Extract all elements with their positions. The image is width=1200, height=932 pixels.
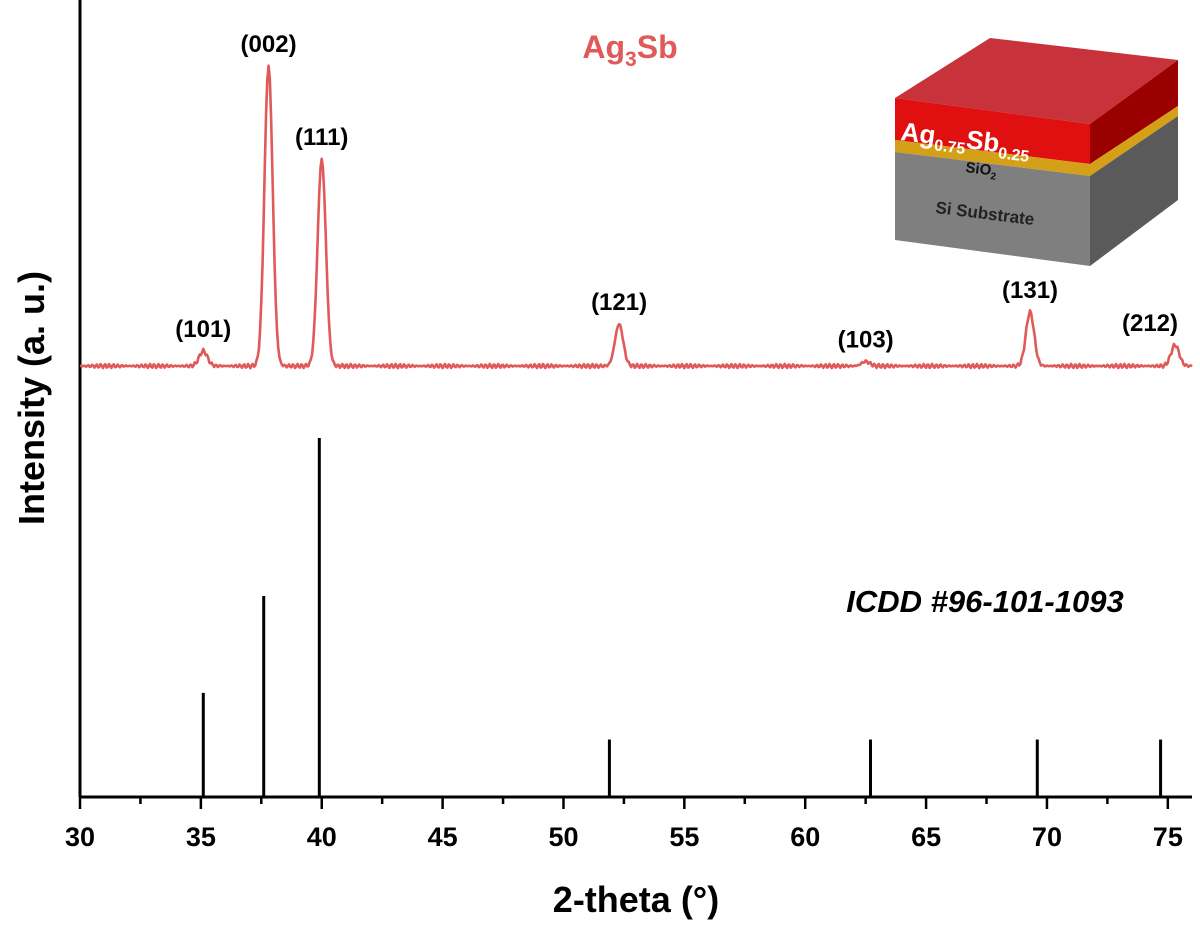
x-tick-label: 45 (428, 822, 458, 852)
oxide-label-sub: 2 (990, 171, 997, 183)
film-front-face (895, 98, 1090, 164)
peak-label: (111) (295, 124, 348, 151)
x-tick-label: 75 (1153, 822, 1183, 852)
peak-label: (002) (241, 31, 297, 58)
film-label-sub1: 0.75 (933, 137, 966, 158)
film-label-sub2: 0.25 (997, 145, 1030, 166)
peak-label: (212) (1122, 310, 1178, 337)
substrate-front-face (895, 152, 1090, 266)
x-tick-label: 50 (548, 822, 578, 852)
x-tick-labels: 30 35 40 45 50 55 60 65 70 75 (65, 822, 1183, 852)
film-side-face (1090, 60, 1178, 164)
film-label-main: Ag (899, 116, 937, 150)
oxide-side-face (1090, 106, 1178, 176)
substrate-side-face (1090, 116, 1178, 266)
y-axis-title: Intensity (a. u.) (11, 271, 52, 525)
peak-label: (101) (175, 316, 231, 343)
x-tick-label: 35 (186, 822, 216, 852)
oxide-label-main: SiO (965, 159, 993, 179)
oxide-label: SiO2 (964, 159, 998, 183)
x-tick-label: 60 (790, 822, 820, 852)
x-tick-label: 55 (669, 822, 699, 852)
reference-lines (201, 438, 1163, 797)
sample-title: Ag3Sb (582, 29, 677, 71)
x-tick-label: 30 (65, 822, 95, 852)
sample-title-main: Ag (582, 29, 625, 65)
peak-labels: (101) (002) (111) (121) (103) (131) (212) (175, 31, 1178, 354)
sample-xrd-curve (79, 64, 1193, 370)
reference-label: ICDD #96-101-1093 (846, 584, 1123, 619)
x-tick-label: 65 (911, 822, 941, 852)
x-tick-label: 70 (1032, 822, 1062, 852)
peak-label: (121) (591, 289, 647, 316)
sample-title-tail: Sb (637, 29, 678, 65)
peak-label: (131) (1002, 277, 1058, 304)
film-top-face (895, 38, 1178, 124)
sample-title-sub: 3 (625, 48, 637, 71)
x-tick-label: 40 (307, 822, 337, 852)
film-label: Ag0.75Sb0.25 (899, 116, 1032, 166)
x-axis-title: 2-theta (°) (553, 879, 719, 920)
peak-label: (103) (838, 327, 894, 354)
x-ticks (78, 797, 1170, 809)
oxide-front-face (895, 140, 1090, 176)
layer-stack-inset: Ag0.75Sb0.25 SiO2 Si Substrate (895, 38, 1178, 266)
film-label-mid: Sb (965, 124, 1002, 158)
